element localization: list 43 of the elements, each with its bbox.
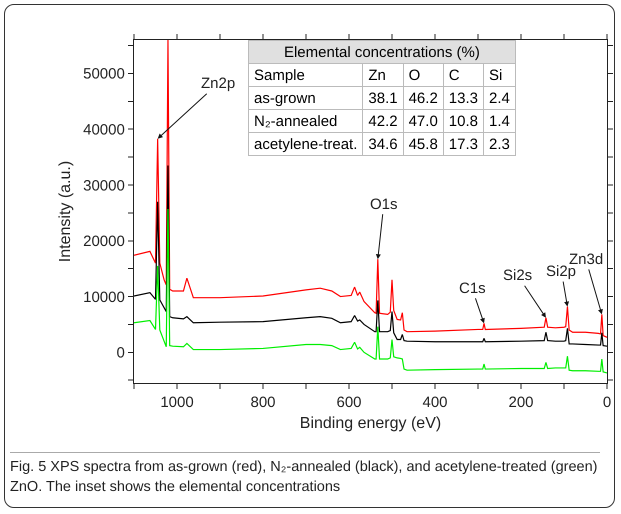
annotation: 38.1 [362,86,404,110]
annotation: 42.2 [362,110,404,132]
annotation: 34.6 [362,132,404,156]
annotation: 17.3 [443,132,484,156]
annotation: 2.4 [484,86,516,110]
line-series [134,40,607,338]
annotation: 2.3 [484,132,516,156]
y-tick-label: 40000 [83,121,125,138]
annotation: acetylene-treat. [248,132,363,156]
x-tick-label: 0 [602,394,612,412]
y-tick-label: 0 [116,344,125,362]
annotation: N₂-annealed [248,110,363,132]
x-tick-label: 800 [250,394,276,412]
line-series [134,208,607,374]
annotation: 1.4 [484,110,516,132]
annotation: 47.0 [403,110,444,132]
y-tick-label: 10000 [83,288,125,306]
x-tick-label: 400 [422,394,448,412]
annotation: C1s [459,280,486,297]
annotation: Si2s [503,267,532,284]
annotation: 46.2 [403,86,444,110]
x-tick-label: 200 [508,394,534,412]
annotation: Zn2p [201,75,236,92]
y-tick-label: 20000 [83,233,125,250]
y-axis-title: Intensity (a.u.) [57,160,74,262]
caption: Fig. 5 XPS spectra from as-grown (red), N₂-annealed (black), and acetylene-treated (green) ZnO. The inset shows the elemental concentrations [10,452,600,497]
line-series [134,164,607,347]
x-axis-title: Binding energy (eV) [300,414,442,432]
y-tick-label: 50000 [83,66,125,83]
annotation: O [403,64,444,86]
annotation: O1s [370,196,398,213]
annotation: 10.8 [443,110,484,132]
annotation: Elemental concentrations (%) [248,40,516,64]
x-tick-label: 600 [336,394,362,412]
annotation: 45.8 [403,132,444,156]
annotation: Si [484,64,516,86]
annotation: 13.3 [443,86,484,110]
y-tick-label: 30000 [83,177,125,194]
x-tick-label: 1000 [160,394,194,412]
annotation: Sample [248,64,363,86]
annotation: Zn [362,64,404,86]
annotation: C [443,64,484,86]
annotation: as-grown [248,86,363,110]
